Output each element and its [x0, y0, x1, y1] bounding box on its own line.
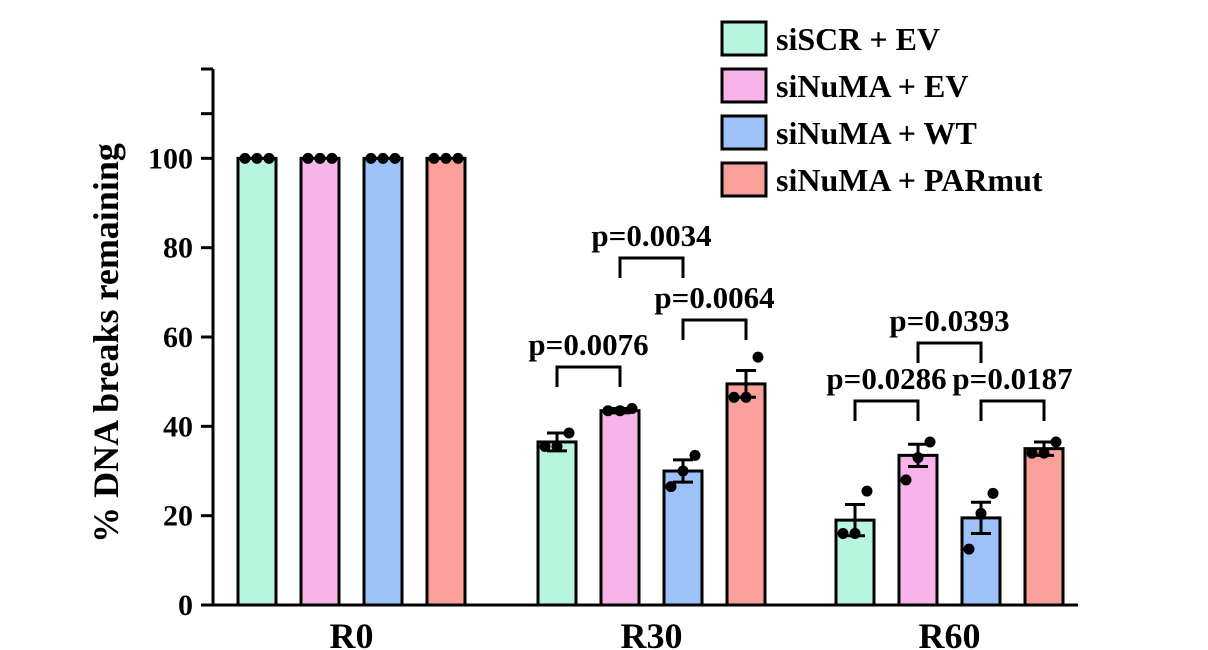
y-axis-label: % DNA breaks remaining [86, 143, 126, 543]
data-point [900, 474, 912, 486]
data-point [563, 427, 575, 439]
legend-swatch [720, 67, 768, 104]
data-point [728, 391, 740, 403]
bar [1023, 447, 1065, 607]
bar [425, 156, 467, 607]
bar [362, 156, 404, 607]
data-point [302, 152, 314, 164]
data-point [752, 351, 764, 363]
data-point [539, 440, 551, 452]
data-point [987, 487, 999, 499]
data-point [837, 528, 849, 540]
y-tick-label: 60 [163, 321, 193, 354]
data-point [389, 152, 401, 164]
data-point [849, 528, 861, 540]
p-value-label: p=0.0393 [889, 303, 1009, 338]
significance-bracket [916, 341, 983, 363]
data-point [377, 152, 389, 164]
data-point [975, 507, 987, 519]
data-point [314, 152, 326, 164]
p-value-label: p=0.0286 [826, 361, 946, 396]
significance-bracket [979, 399, 1046, 421]
y-tick-label: 100 [148, 142, 193, 175]
data-point [677, 465, 689, 477]
y-tick-label: 40 [163, 410, 193, 443]
p-value-label: p=0.0064 [654, 280, 774, 315]
data-point [665, 481, 677, 493]
data-point [602, 405, 614, 417]
data-point [614, 405, 626, 417]
bar [536, 440, 578, 607]
data-point [1050, 436, 1062, 448]
data-point [452, 152, 464, 164]
significance-bracket [618, 256, 685, 278]
data-point [740, 391, 752, 403]
bar [236, 156, 278, 607]
data-point [551, 440, 563, 452]
data-point [1038, 447, 1050, 459]
x-category-label: R60 [919, 616, 981, 650]
legend-swatch [720, 114, 768, 151]
significance-bracket [681, 318, 748, 340]
bar [599, 409, 641, 607]
legend-label: siSCR + EV [776, 21, 940, 57]
x-category-label: R0 [330, 616, 374, 650]
data-point [440, 152, 452, 164]
legend: siSCR + EV siNuMA + EV siNuMA + WT siNuMA +… [720, 20, 1043, 198]
data-point [912, 452, 924, 464]
legend-swatch [720, 161, 768, 198]
bar [299, 156, 341, 607]
plot-area: 0 20 40 60 80 100 R0 R30 R60 p=0.0076 p=0.0034 p=0.… [148, 67, 1078, 650]
legend-label: siNuMA + EV [776, 68, 968, 104]
p-value-label: p=0.0034 [591, 218, 711, 253]
data-point [924, 436, 936, 448]
y-tick-label: 80 [163, 232, 193, 265]
data-point [689, 449, 701, 461]
data-point [963, 543, 975, 555]
p-value-label: p=0.0187 [952, 361, 1072, 396]
x-category-label: R30 [621, 616, 683, 650]
significance-bracket [853, 399, 920, 421]
significance-bracket [555, 365, 622, 387]
data-point [626, 402, 638, 414]
data-point [1026, 447, 1038, 459]
legend-label: siNuMA + WT [776, 115, 977, 151]
y-tick-label: 0 [178, 589, 193, 622]
data-point [861, 485, 873, 497]
data-point [263, 152, 275, 164]
data-point [428, 152, 440, 164]
bar [725, 382, 767, 607]
bar [662, 469, 704, 607]
legend-label: siNuMA + PARmut [776, 162, 1043, 198]
data-point [251, 152, 263, 164]
p-value-label: p=0.0076 [528, 327, 648, 362]
data-point [365, 152, 377, 164]
data-point [326, 152, 338, 164]
legend-swatch [720, 20, 768, 57]
y-tick-label: 20 [163, 500, 193, 533]
data-point [239, 152, 251, 164]
